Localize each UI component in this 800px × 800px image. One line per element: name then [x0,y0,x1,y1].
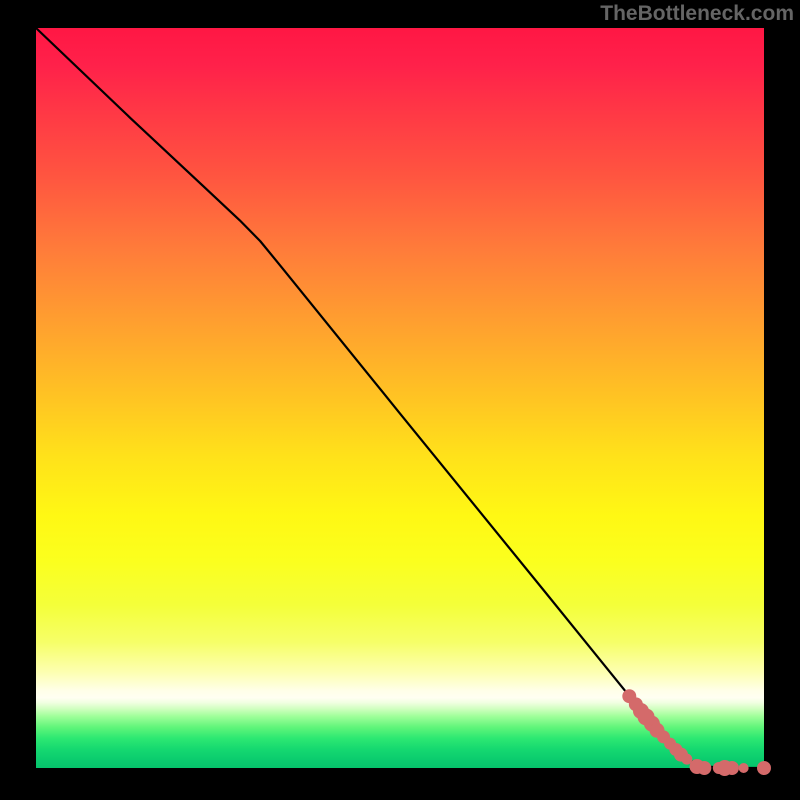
watermark-text: TheBottleneck.com [600,2,794,26]
plot-background [36,28,764,768]
scatter-point [757,761,771,775]
chart-svg [0,0,800,800]
scatter-point [725,761,739,775]
scatter-point [739,763,749,773]
scatter-point [697,761,711,775]
chart-container: TheBottleneck.com [0,0,800,800]
